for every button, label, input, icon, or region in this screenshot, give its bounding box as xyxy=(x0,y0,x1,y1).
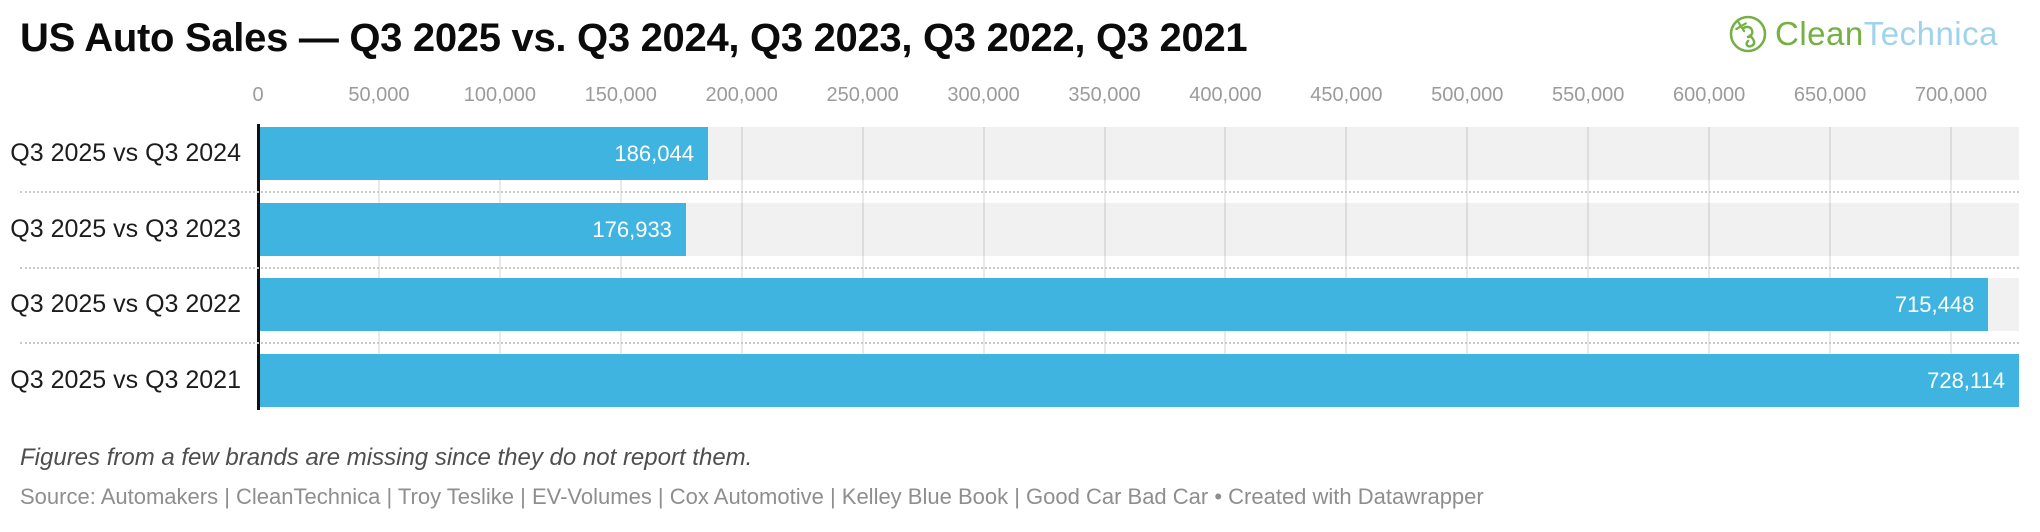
x-axis-tick-label: 700,000 xyxy=(1914,84,1988,106)
x-axis-tick-label: 100,000 xyxy=(463,84,536,106)
x-axis-tick-label: 550,000 xyxy=(1552,84,1625,106)
chart-note: Figures from a few brands are missing si… xyxy=(20,444,753,471)
x-axis-tick-label: 500,000 xyxy=(1431,84,1504,106)
plot-area: 186,044 176,933 715,448 728,114 xyxy=(257,124,2019,410)
category-label: Q3 2025 vs Q3 2023 xyxy=(10,215,241,243)
bar-q3-2025-vs-q3-2024: 186,044 xyxy=(258,127,708,180)
x-axis-tick-label: 200,000 xyxy=(705,84,778,106)
x-axis-tick-label: 650,000 xyxy=(1793,84,1867,106)
logo-word-clean: Clean xyxy=(1775,15,1864,52)
x-axis-tick-label: 350,000 xyxy=(1068,84,1141,106)
x-axis: 0 50,000 100,000 150,000 200,000 250,000 300,0… xyxy=(252,84,2019,110)
bar-q3-2025-vs-q3-2022: 715,448 xyxy=(258,278,1989,331)
bar-value-label: 715,448 xyxy=(1894,291,1975,317)
row-separator xyxy=(20,191,2019,193)
category-label: Q3 2025 vs Q3 2024 xyxy=(10,139,241,167)
chart-title: US Auto Sales — Q3 2025 vs. Q3 2024, Q3 … xyxy=(20,16,1248,60)
x-axis-tick-label: 600,000 xyxy=(1672,84,1746,106)
bar-value-label: 176,933 xyxy=(592,216,672,242)
bar-q3-2025-vs-q3-2023: 176,933 xyxy=(258,203,686,256)
x-axis-tick-label: 300,000 xyxy=(947,84,1020,106)
bar-value-label: 728,114 xyxy=(1927,367,2005,393)
row-separator xyxy=(20,342,2019,344)
bar-q3-2025-vs-q3-2021: 728,114 xyxy=(258,354,2019,407)
category-label: Q3 2025 vs Q3 2022 xyxy=(10,290,241,318)
source-line: Source: Automakers | CleanTechnica | Tro… xyxy=(20,484,1484,509)
x-axis-tick-label: 0 xyxy=(252,84,264,106)
x-axis-tick-label: 50,000 xyxy=(348,84,410,106)
logo-wordmark: CleanTechnica xyxy=(1775,15,1998,53)
cleantechnica-plug-icon xyxy=(1728,14,1768,54)
category-label: Q3 2025 vs Q3 2021 xyxy=(10,366,241,394)
x-axis-tick-label: 400,000 xyxy=(1189,84,1262,106)
x-axis-tick-label: 450,000 xyxy=(1310,84,1383,106)
cleantechnica-logo: CleanTechnica xyxy=(1728,14,1998,54)
bar-value-label: 186,044 xyxy=(614,140,694,166)
logo-word-technica: Technica xyxy=(1863,15,1998,52)
x-axis-tick-label: 250,000 xyxy=(826,84,899,106)
x-axis-tick-label: 150,000 xyxy=(584,84,657,106)
row-separator xyxy=(20,267,2019,269)
